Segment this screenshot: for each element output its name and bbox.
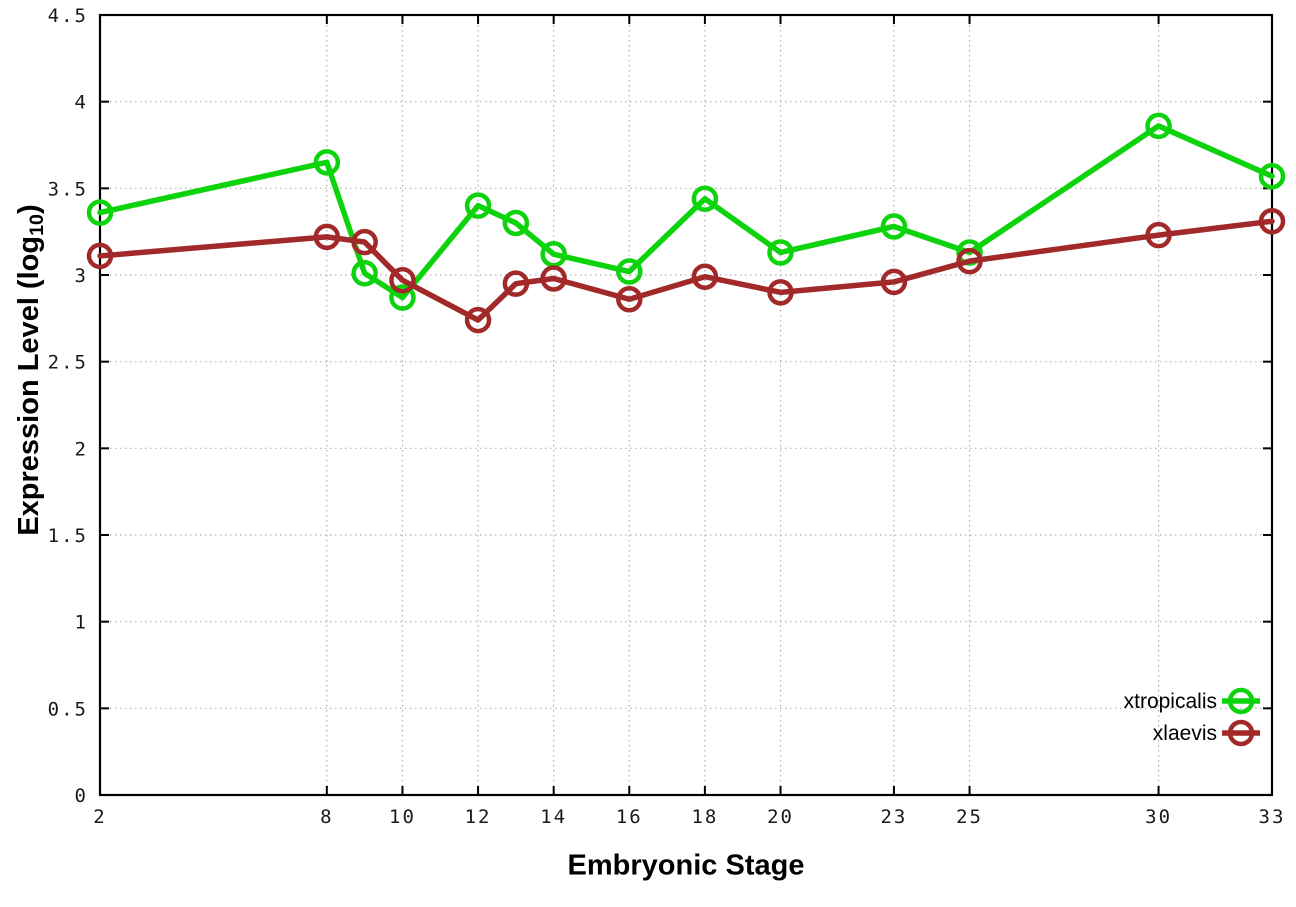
- data-point-xtropicalis: [86, 199, 114, 226]
- series-line-xlaevis: [97, 218, 1275, 323]
- y-tick-label: 3.5: [48, 178, 88, 200]
- data-point-xlaevis: [86, 242, 114, 270]
- legend-item-xtropicalis: xtropicalis: [1124, 687, 1260, 715]
- x-tick-label: 33: [1259, 806, 1286, 828]
- legend-label-xtropicalis: xtropicalis: [1124, 690, 1217, 713]
- y-tick-label: 2.5: [48, 352, 88, 374]
- legend: xtropicalis xlaevis: [1124, 687, 1260, 747]
- data-point-xlaevis: [880, 268, 908, 296]
- plot-border: [98, 13, 1274, 797]
- x-tick-label: 23: [880, 806, 907, 828]
- data-point-xtropicalis: [691, 185, 719, 212]
- y-tick-label: 0.5: [48, 698, 88, 720]
- x-tick-label: 16: [616, 806, 643, 828]
- data-point-xtropicalis: [502, 209, 530, 237]
- x-tick-label: 14: [540, 806, 567, 828]
- x-tick-label: 18: [691, 806, 718, 828]
- data-point-xtropicalis: [880, 213, 908, 240]
- y-tick-label: 1.5: [48, 525, 88, 547]
- axes: 2 8 10 12 14 16 18 20 23 25 30 33 0 0.5 1 1.5 2 2.5 3 3.5 4 4…: [48, 5, 1286, 828]
- y-axis-title: Expression Level (log10): [13, 204, 49, 535]
- data-point-xlaevis: [540, 265, 567, 292]
- y-axis-title-close: ): [13, 204, 46, 214]
- legend-item-xlaevis: xlaevis: [1153, 719, 1260, 747]
- x-tick-label: 25: [956, 806, 983, 828]
- y-axis-title-main: Expression Level (log: [13, 235, 46, 536]
- data-point-xtropicalis: [464, 192, 492, 219]
- data-point-xlaevis: [691, 263, 719, 290]
- data-point-xtropicalis: [389, 284, 416, 311]
- data-point-xtropicalis: [616, 258, 643, 285]
- legend-circle-marker-xlaevis: [1227, 719, 1255, 747]
- data-point-xtropicalis: [767, 239, 794, 266]
- y-tick-label: 3: [75, 265, 88, 287]
- gridlines: [99, 15, 1273, 795]
- x-tick-label: 30: [1145, 806, 1172, 828]
- x-tick-label: 20: [767, 806, 794, 828]
- y-tick-label: 4.5: [48, 5, 88, 27]
- data-point-xtropicalis: [351, 260, 378, 287]
- data-point-xlaevis: [313, 223, 341, 251]
- data-point-xlaevis: [389, 266, 416, 294]
- y-axis-title-subscript: 10: [25, 213, 48, 236]
- series-line-xtropicalis: [97, 123, 1275, 301]
- data-point-xtropicalis: [1258, 162, 1286, 190]
- data-point-xlaevis: [1258, 208, 1286, 235]
- data-point-xlaevis: [956, 247, 983, 275]
- x-axis-title: Embryonic Stage: [567, 849, 805, 882]
- data-point-xtropicalis: [1145, 112, 1172, 140]
- y-tick-label: 2: [75, 438, 88, 460]
- legend-circle-marker-xtropicalis: [1227, 687, 1255, 715]
- data-point-xlaevis: [616, 286, 643, 313]
- data-point-xtropicalis: [540, 240, 567, 268]
- data-point-xlaevis: [767, 279, 794, 306]
- data-point-xlaevis: [351, 228, 378, 256]
- data-point-xtropicalis: [313, 149, 341, 176]
- y-tick-label: 1: [75, 612, 88, 634]
- y-tick-label: 4: [75, 92, 88, 114]
- data-point-xlaevis: [464, 306, 492, 334]
- x-tick-label: 12: [465, 806, 492, 828]
- x-tick-label: 10: [389, 806, 416, 828]
- y-tick-label: 0: [75, 785, 88, 807]
- data-point-xlaevis: [502, 270, 530, 297]
- data-series: [86, 112, 1286, 334]
- legend-label-xlaevis: xlaevis: [1153, 722, 1217, 745]
- x-tick-label: 8: [320, 806, 333, 828]
- x-tick-label: 2: [93, 806, 106, 828]
- data-point-xlaevis: [1145, 221, 1172, 249]
